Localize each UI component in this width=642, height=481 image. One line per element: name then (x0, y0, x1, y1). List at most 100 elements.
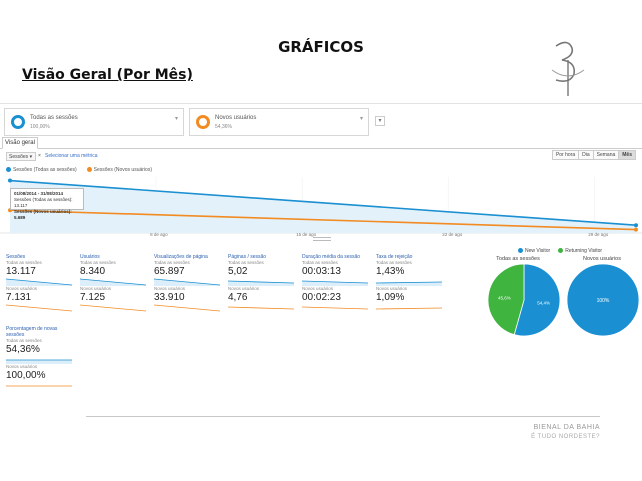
metric-label: Visualizações de página (154, 254, 208, 260)
data-point (634, 223, 638, 228)
time-button-week[interactable]: Semana (592, 150, 620, 160)
sparkline-orange (228, 306, 294, 310)
sparkline-orange (154, 304, 220, 312)
metric-label: Sessões (6, 254, 26, 260)
legend-item: Sessões (Novos usuários) (86, 167, 152, 173)
x-tick-label: 8 de ago (150, 232, 168, 237)
bienal-logo-icon (551, 41, 585, 96)
footer-divider (86, 416, 600, 417)
series-area (10, 180, 636, 233)
metric-value: 5,02 (228, 266, 248, 277)
legend-dot-icon (558, 248, 564, 254)
metric-value: 8.340 (80, 266, 106, 277)
data-point (8, 178, 12, 183)
segment-pct: 100,00% (30, 124, 50, 130)
chevron-down-icon[interactable]: ▾ (359, 116, 363, 122)
pie-legend: New Visitor Returning Visitor (518, 248, 602, 254)
metric-value: 4,76 (228, 292, 248, 303)
segment-pct: 54,36% (215, 124, 232, 130)
tab-overview[interactable]: Visão geral (2, 137, 38, 149)
slide-subtitle: Visão Geral (Por Mês) (22, 67, 193, 83)
segment-new-users[interactable]: Novos usuários 54,36% ▾ (189, 108, 369, 136)
metric-pages-per-session[interactable]: Páginas / sessão Todas as sessões 5,02 N… (228, 254, 298, 316)
segment-all-sessions[interactable]: Todas as sessões 100,00% ▾ (4, 108, 184, 136)
legend-item: Sessões (Todas as sessões) (6, 167, 77, 173)
sessions-line-chart[interactable] (0, 173, 642, 243)
analytics-panel: Todas as sessões 100,00% ▾ Novos usuário… (0, 103, 642, 403)
pie-chart-all-sessions[interactable]: 54,4% 45,6% (486, 262, 562, 338)
sparkline-blue (154, 278, 220, 286)
metric-users[interactable]: Usuários Todas as sessões 8.340 Novos us… (80, 254, 150, 316)
series-line (9, 179, 637, 226)
sparkline-blue (6, 278, 72, 286)
sparkline-blue (80, 278, 146, 286)
pie-slice (566, 263, 640, 337)
x-tick-label: 22 de ago (442, 232, 463, 237)
chart-resize-handle[interactable] (313, 237, 331, 241)
sparkline-blue (228, 280, 294, 286)
metric-value: 7.125 (80, 292, 106, 303)
metric-pageviews[interactable]: Visualizações de página Todas as sessões… (154, 254, 224, 316)
chevron-down-icon[interactable]: ▾ (174, 116, 178, 122)
time-button-hour[interactable]: Por hora (551, 150, 580, 160)
footer-tagline: É TUDO NORDESTE? (531, 434, 600, 440)
sparkline-blue (6, 359, 72, 364)
sparkline-orange (80, 304, 146, 312)
segment-ring-icon (196, 115, 210, 129)
time-granularity-group: Por hora Dia Semana Mês (551, 150, 636, 160)
legend-item: Returning Visitor (558, 248, 602, 254)
metric-label: Porcentagem de novas sessões (6, 326, 58, 338)
x-tick-label: 15 de ago (296, 232, 317, 237)
metric-sessions[interactable]: Sessões Todas as sessões 13.117 Novos us… (6, 254, 76, 316)
metric-value: 1,43% (376, 266, 405, 277)
pie-chart-new-users[interactable]: 100% (565, 262, 641, 338)
select-metric-link[interactable]: Selecionar uma métrica (45, 153, 98, 159)
metric-label: Taxa de rejeição (376, 254, 413, 260)
sparkline-blue (376, 281, 442, 286)
metric-avg-session-duration[interactable]: Duração média da sessão Todas as sessões… (302, 254, 372, 316)
x-tick-label: 29 de ago (588, 232, 609, 237)
pie-slice-label: 54,4% (537, 301, 550, 306)
metric-value: 33.910 (154, 292, 185, 303)
legend-dot-icon (86, 167, 92, 173)
metric-value: 7.131 (6, 292, 32, 303)
metric-label: Usuários (80, 254, 100, 260)
time-button-month[interactable]: Mês (618, 150, 636, 160)
metric-select[interactable]: Sessões ▾ (6, 152, 36, 161)
footer-brand: BIENAL DA BAHIA (533, 424, 600, 431)
metric-bounce-rate[interactable]: Taxa de rejeição Todas as sessões 1,43% … (376, 254, 446, 316)
sparkline-orange (6, 304, 72, 312)
pie-slice (513, 263, 561, 337)
sparkline-orange (302, 306, 368, 310)
segment-name: Novos usuários (215, 115, 257, 121)
data-point (634, 227, 638, 232)
metric-value: 00:03:13 (302, 266, 341, 277)
pie-title-new-users: Novos usuários (583, 256, 621, 262)
sparkline-orange (376, 307, 442, 310)
metric-value: 13.117 (6, 266, 36, 277)
time-button-day[interactable]: Dia (578, 150, 594, 160)
legend-dot-icon (6, 167, 11, 173)
sparkline-orange (6, 385, 72, 387)
sparkline-blue (302, 280, 368, 286)
pie-title-all-sessions: Todas as sessões (496, 256, 540, 262)
pie-slice-label: 100% (597, 298, 610, 304)
chart-tooltip: 01/08/2014 - 31/08/2014 Sessões (Todas a… (10, 188, 84, 220)
metric-label: Duração média da sessão (302, 254, 361, 260)
metric-value: 00:02:23 (302, 292, 341, 303)
metric-value: 65.897 (154, 266, 185, 277)
legend-dot-icon (518, 248, 523, 254)
legend-item: New Visitor (518, 248, 550, 254)
slide-title: GRÁFICOS (278, 38, 364, 56)
add-segment-button[interactable]: ▾ (375, 116, 385, 126)
metric-label: Páginas / sessão (228, 254, 267, 260)
metric-value: 1,09% (376, 292, 405, 303)
metric-value: 100,00% (6, 370, 46, 381)
pie-slice-label: 45,6% (498, 295, 511, 300)
segment-ring-icon (11, 115, 25, 129)
metric-new-sessions-pct[interactable]: Porcentagem de novas sessões Todas as se… (6, 326, 76, 388)
versus-label: × (38, 153, 41, 159)
chart-legend: Sessões (Todas as sessões) Sessões (Novo… (6, 167, 152, 173)
segment-name: Todas as sessões (30, 115, 78, 121)
tab-divider (0, 148, 642, 149)
